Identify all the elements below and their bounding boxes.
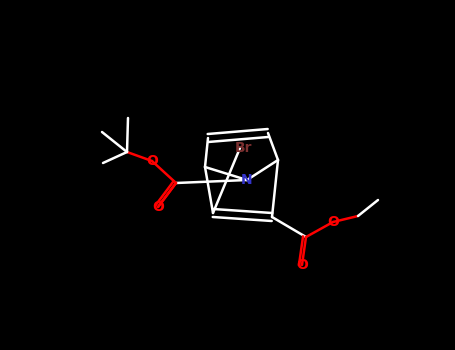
Text: O: O bbox=[296, 258, 308, 272]
Text: O: O bbox=[152, 200, 164, 214]
Text: O: O bbox=[146, 154, 158, 168]
Text: N: N bbox=[241, 173, 253, 187]
Text: Br: Br bbox=[234, 141, 252, 155]
Text: O: O bbox=[327, 215, 339, 229]
